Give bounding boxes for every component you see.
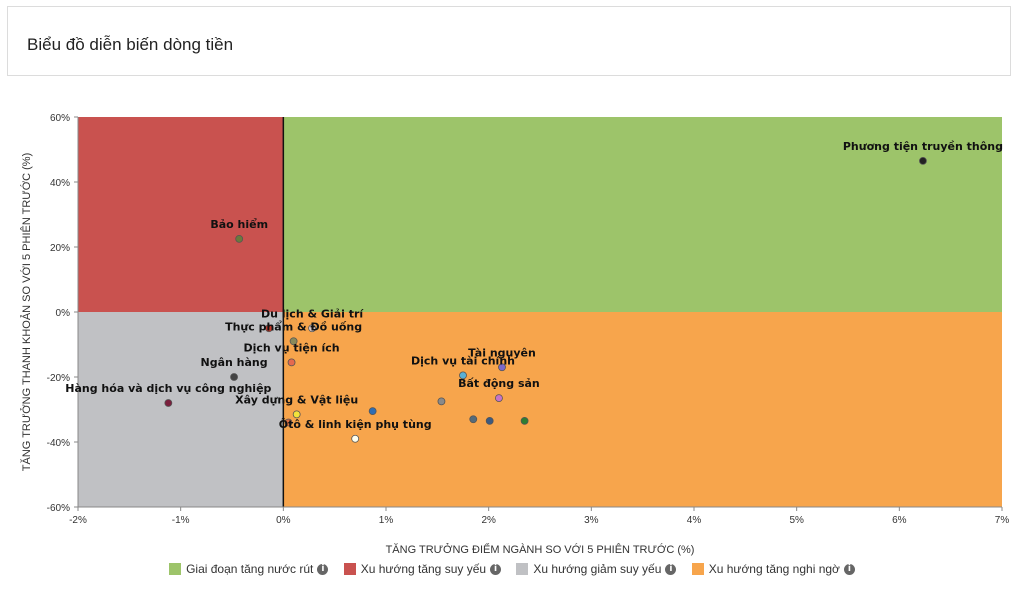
data-point[interactable] bbox=[368, 407, 377, 416]
y-tick-label: 20% bbox=[50, 243, 70, 254]
data-point[interactable] bbox=[164, 399, 173, 407]
legend-swatch bbox=[691, 563, 704, 575]
quadrant-falling-weakening bbox=[78, 312, 284, 507]
info-icon[interactable]: i bbox=[490, 563, 502, 575]
quadrant-rising-weakening bbox=[78, 117, 284, 312]
data-point[interactable] bbox=[284, 418, 293, 427]
x-tick-label: 0% bbox=[276, 515, 291, 526]
quadrant-rising-doubtful bbox=[283, 312, 1002, 507]
legend-item-growth-sprint[interactable]: Giai đoạn tăng nước rút i bbox=[169, 562, 329, 576]
y-tick-label: -60% bbox=[47, 503, 70, 514]
data-label: Bảo hiểm bbox=[210, 218, 268, 231]
data-label: Dịch vụ tài chính bbox=[411, 354, 515, 367]
x-tick-label: 2% bbox=[481, 515, 496, 526]
quadrant-growth-sprint bbox=[283, 117, 1002, 312]
info-icon[interactable]: i bbox=[843, 563, 855, 575]
legend-swatch bbox=[343, 563, 356, 575]
data-label: Bất động sản bbox=[458, 377, 540, 390]
legend-swatch bbox=[516, 563, 529, 575]
data-label: Xây dựng & Vật liệu bbox=[235, 393, 358, 406]
data-label: Ôtô & linh kiện phụ tùng bbox=[279, 418, 432, 431]
legend-swatch bbox=[169, 563, 182, 575]
y-tick-label: -20% bbox=[47, 373, 70, 384]
data-label: Dịch vụ tiện ích bbox=[243, 341, 339, 354]
data-point[interactable] bbox=[469, 415, 478, 424]
legend-label: Xu hướng giảm suy yếu bbox=[533, 562, 662, 576]
y-axis-title: TĂNG TRƯỞNG THANH KHOẢN SO VỚI 5 PHIÊN T… bbox=[20, 153, 33, 471]
x-tick-label: -2% bbox=[69, 515, 87, 526]
data-point[interactable] bbox=[459, 371, 467, 380]
x-tick-label: 1% bbox=[379, 515, 394, 526]
info-icon[interactable]: i bbox=[317, 563, 329, 575]
data-point[interactable] bbox=[485, 416, 494, 425]
y-tick-label: 0% bbox=[56, 308, 71, 319]
data-label: Hàng hóa và dịch vụ công nghiệp bbox=[65, 382, 271, 395]
x-tick-label: 5% bbox=[789, 515, 804, 526]
x-axis-title: TĂNG TRƯỞNG ĐIỂM NGÀNH SO VỚI 5 PHIÊN TR… bbox=[386, 543, 695, 556]
data-point[interactable] bbox=[520, 416, 529, 425]
data-label: Phương tiện truyền thông bbox=[843, 140, 1003, 153]
data-label: Thực phẩm & Đồ uống bbox=[225, 320, 362, 333]
chart-header-card: Biểu đồ diễn biến dòng tiền bbox=[7, 6, 1011, 76]
legend-item-falling-weakening[interactable]: Xu hướng giảm suy yếu i bbox=[516, 562, 677, 576]
chart-title: Biểu đồ diễn biến dòng tiền bbox=[27, 35, 234, 54]
chart-legend: Giai đoạn tăng nước rút i Xu hướng tăng … bbox=[0, 562, 1024, 578]
x-tick-label: 3% bbox=[584, 515, 599, 526]
data-label: Ngân hàng bbox=[200, 356, 267, 369]
x-tick-label: 7% bbox=[995, 515, 1010, 526]
data-point[interactable] bbox=[919, 156, 927, 165]
data-point[interactable] bbox=[235, 234, 244, 243]
data-point[interactable] bbox=[287, 358, 296, 367]
legend-item-rising-doubtful[interactable]: Xu hướng tăng nghi ngờ i bbox=[691, 562, 855, 576]
legend-label: Xu hướng tăng nghi ngờ bbox=[708, 562, 840, 576]
data-label: Tài nguyên bbox=[468, 346, 536, 359]
data-label: Du lịch & Giải trí bbox=[261, 307, 364, 320]
x-tick-label: 4% bbox=[687, 515, 702, 526]
x-tick-label: 6% bbox=[892, 515, 907, 526]
legend-label: Xu hướng tăng suy yếu bbox=[360, 562, 487, 576]
data-point[interactable] bbox=[230, 373, 238, 381]
legend-label: Giai đoạn tăng nước rút bbox=[186, 562, 314, 576]
y-tick-label: -40% bbox=[47, 438, 70, 449]
data-point[interactable] bbox=[308, 324, 316, 333]
data-point[interactable] bbox=[437, 397, 446, 406]
data-point[interactable] bbox=[498, 363, 506, 372]
legend-item-rising-weakening[interactable]: Xu hướng tăng suy yếu i bbox=[343, 562, 502, 576]
data-point[interactable] bbox=[351, 434, 360, 443]
data-point[interactable] bbox=[495, 394, 503, 403]
y-tick-label: 40% bbox=[50, 178, 70, 189]
data-point[interactable] bbox=[265, 324, 273, 333]
info-icon[interactable]: i bbox=[665, 563, 677, 575]
data-point[interactable] bbox=[292, 410, 301, 419]
y-tick-label: 60% bbox=[50, 113, 70, 124]
data-point[interactable] bbox=[289, 337, 298, 346]
x-tick-label: -1% bbox=[172, 515, 190, 526]
